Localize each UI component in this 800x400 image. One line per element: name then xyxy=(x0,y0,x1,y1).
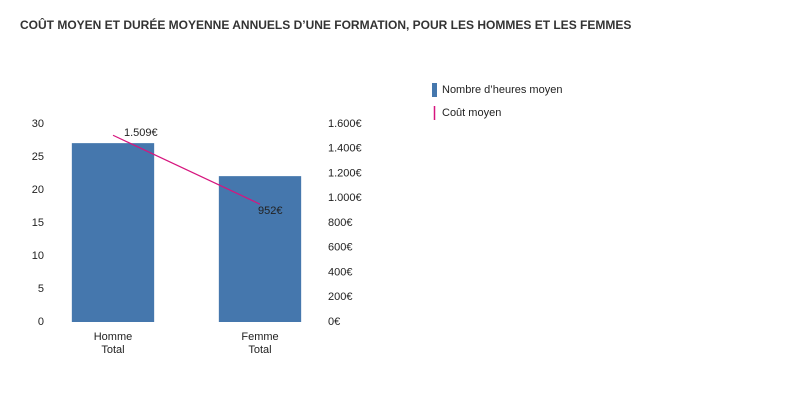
y2-tick-label: 0€ xyxy=(328,316,340,328)
chart-title: COÛT MOYEN ET DURÉE MOYENNE ANNUELS D’UN… xyxy=(20,17,631,32)
y-tick-label: 15 xyxy=(32,217,44,229)
data-label: 1.509€ xyxy=(124,127,158,139)
y-tick-label: 20 xyxy=(32,184,44,196)
y2-tick-label: 200€ xyxy=(328,291,352,303)
bar xyxy=(218,176,302,322)
y-tick-label: 25 xyxy=(32,151,44,163)
line xyxy=(112,134,261,205)
y-tick-label: 5 xyxy=(38,283,44,295)
y2-tick-label: 1.400€ xyxy=(328,143,362,155)
y-tick-label: 0 xyxy=(38,316,44,328)
y2-tick-label: 400€ xyxy=(328,266,352,278)
legend-swatch xyxy=(432,83,437,97)
bar xyxy=(71,143,155,322)
y-tick-label: 30 xyxy=(32,118,44,130)
y2-tick-label: 1.200€ xyxy=(328,167,362,179)
legend-label: Nombre d’heures moyen xyxy=(442,84,562,96)
y2-tick-label: 600€ xyxy=(328,242,352,254)
x-tick-label: Femme Total xyxy=(241,331,279,356)
y2-tick-label: 1.000€ xyxy=(328,192,362,204)
data-label: 952€ xyxy=(258,205,282,217)
y2-tick-label: 800€ xyxy=(328,217,352,229)
x-tick-label: Homme Total xyxy=(93,331,133,356)
y-tick-label: 10 xyxy=(32,250,44,262)
y2-tick-label: 1.600€ xyxy=(328,118,362,130)
legend-label: Coût moyen xyxy=(442,107,501,119)
